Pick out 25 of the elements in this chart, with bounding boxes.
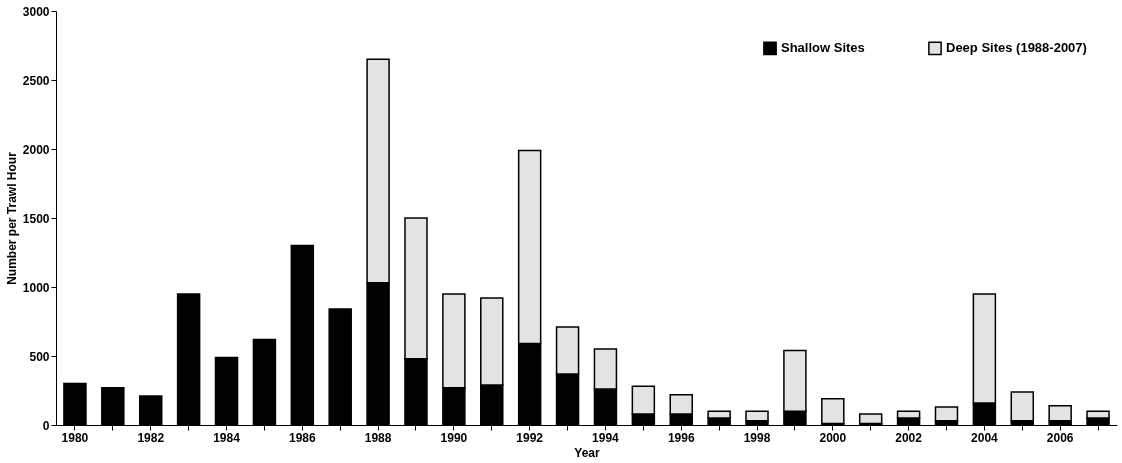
y-tick-label: 2500 — [22, 73, 50, 88]
y-tick-label: 3000 — [22, 4, 50, 19]
y-axis-title: Number per Trawl Hour — [4, 151, 19, 285]
x-tick-label: 2006 — [1046, 430, 1074, 445]
x-tick-label: 1980 — [61, 430, 89, 445]
x-tick-label: 1996 — [667, 430, 695, 445]
legend-label: Shallow Sites — [781, 40, 865, 56]
x-tick-label: 1994 — [592, 430, 620, 445]
x-tick-label: 1984 — [213, 430, 241, 445]
y-tick-label: 1000 — [22, 280, 50, 295]
x-tick-label: 1992 — [516, 430, 544, 445]
x-tick-label: 1998 — [743, 430, 771, 445]
x-tick-label: 2000 — [819, 430, 847, 445]
x-tick-label: 1982 — [137, 430, 165, 445]
x-tick-label: 1986 — [288, 430, 316, 445]
x-tick-label: 1990 — [440, 430, 468, 445]
legend-label: Deep Sites (1988-2007) — [946, 40, 1087, 56]
x-tick-label: 1988 — [364, 430, 392, 445]
y-tick-label: 0 — [42, 418, 50, 433]
x-tick-label: 2004 — [971, 430, 999, 445]
y-tick-label: 2000 — [22, 142, 50, 157]
y-tick-label: 500 — [29, 349, 50, 364]
x-axis-title: Year — [574, 445, 601, 460]
y-tick-label: 1500 — [22, 211, 50, 226]
x-tick-label: 2002 — [895, 430, 923, 445]
